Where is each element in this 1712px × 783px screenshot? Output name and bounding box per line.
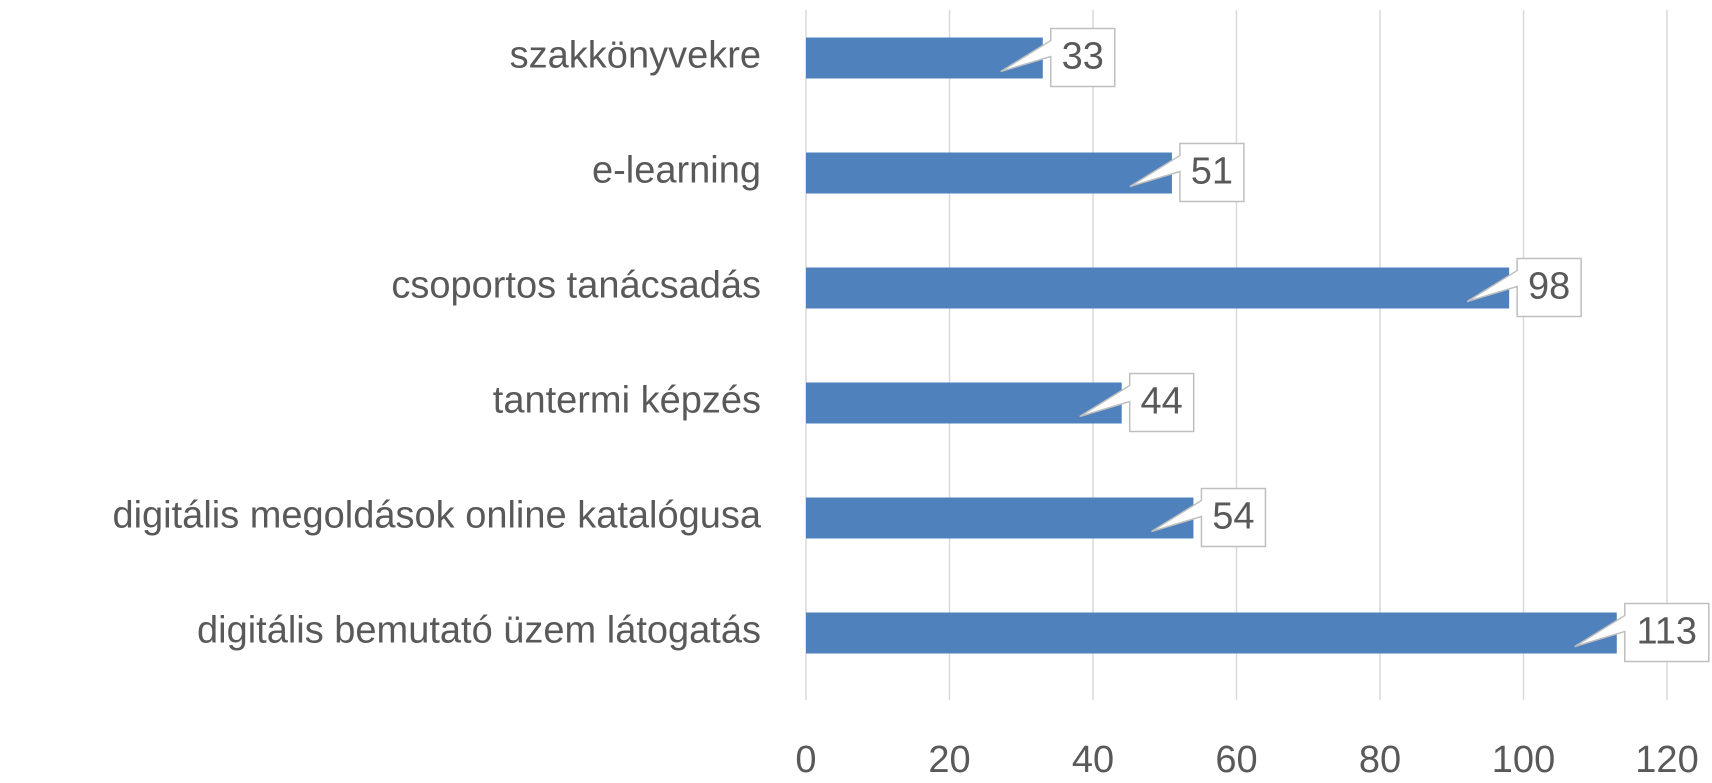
- data-label: 113: [1636, 611, 1697, 653]
- y-tick-label: tantermi képzés: [493, 380, 761, 422]
- x-tick-label: 0: [795, 739, 816, 781]
- bar: [806, 382, 1122, 424]
- callout-box: [1000, 27, 1116, 88]
- data-label: 44: [1141, 381, 1183, 423]
- callout-box: [1466, 257, 1582, 318]
- callout-box: [1151, 487, 1267, 548]
- bar: [806, 612, 1617, 654]
- x-tick-label: 80: [1359, 739, 1401, 781]
- y-tick-label: digitális megoldások online katalógusa: [112, 495, 761, 537]
- y-tick-label: csoportos tanácsadás: [391, 265, 761, 307]
- callout-box: [1079, 372, 1195, 433]
- data-label: 98: [1528, 266, 1570, 308]
- data-label: 54: [1212, 496, 1254, 538]
- data-label: 51: [1191, 151, 1233, 193]
- x-tick-label: 120: [1635, 739, 1698, 781]
- x-tick-label: 60: [1215, 739, 1257, 781]
- data-label: 33: [1062, 36, 1104, 78]
- bar: [806, 37, 1043, 79]
- callout-box: [1129, 142, 1245, 203]
- bar: [806, 267, 1510, 309]
- bar: [806, 152, 1172, 194]
- y-tick-label: digitális bemutató üzem látogatás: [197, 610, 761, 652]
- x-tick-label: 100: [1492, 739, 1555, 781]
- x-tick-label: 20: [928, 739, 970, 781]
- callout-box: [1574, 602, 1710, 663]
- y-tick-label: e-learning: [592, 150, 761, 192]
- y-tick-label: szakkönyvekre: [510, 35, 761, 77]
- x-tick-label: 40: [1072, 739, 1114, 781]
- bar: [806, 497, 1194, 539]
